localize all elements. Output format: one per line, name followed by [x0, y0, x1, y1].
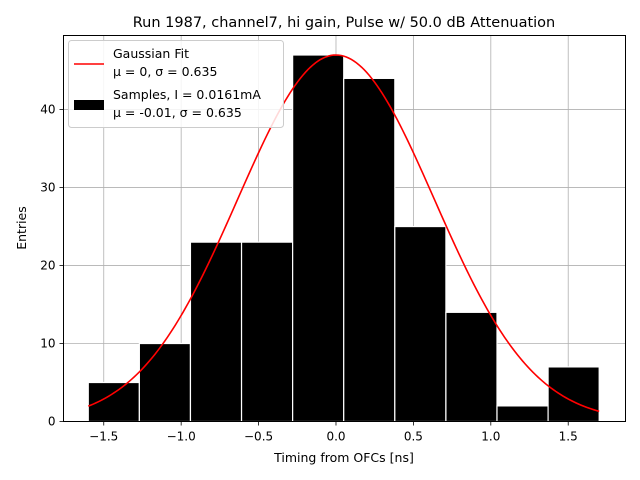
- y-tick-label: 10: [40, 337, 55, 351]
- x-tick-label: −1.0: [167, 430, 196, 444]
- histogram-bar: [445, 311, 498, 423]
- chart-title: Run 1987, channel7, hi gain, Pulse w/ 50…: [133, 15, 556, 31]
- legend-fit-label: Gaussian Fit: [113, 46, 189, 61]
- y-tick-label: 30: [40, 181, 55, 195]
- y-tick-label: 20: [40, 259, 55, 273]
- histogram-bar: [292, 54, 345, 423]
- x-tick-label: −0.5: [244, 430, 273, 444]
- y-tick-label: 0: [48, 415, 56, 429]
- plot-frame: [63, 35, 626, 422]
- y-tick-label: 40: [40, 103, 55, 117]
- histogram-bar: [496, 405, 549, 423]
- histogram-bar: [240, 241, 294, 423]
- x-axis-ticks: −1.5 −1.0 −0.5 0.0 0.5 1.0 1.5: [89, 421, 578, 444]
- y-axis-label: Entries: [14, 206, 29, 250]
- histogram-bar: [343, 77, 396, 423]
- histogram-bar: [394, 225, 447, 423]
- histogram-bar: [138, 342, 192, 423]
- gaussian-fit-curve: [87, 54, 600, 413]
- histogram-bar: [189, 241, 243, 423]
- histogram-bar: [547, 366, 600, 423]
- x-tick-label: 1.0: [481, 430, 500, 444]
- legend-samples-label: Samples, I = 0.0161mA: [113, 87, 261, 102]
- legend-box: [68, 40, 284, 128]
- x-axis-label: Timing from OFCs [ns]: [273, 450, 414, 465]
- histogram-bar: [87, 381, 140, 423]
- x-tick-label: 1.5: [559, 430, 578, 444]
- x-tick-label: −1.5: [89, 430, 118, 444]
- legend: Gaussian Fit μ = 0, σ = 0.635 Samples, I…: [68, 40, 284, 128]
- y-axis-ticks: 0 10 20 30 40: [40, 103, 64, 429]
- legend-fit-params: μ = 0, σ = 0.635: [113, 64, 217, 79]
- legend-samples-params: μ = -0.01, σ = 0.635: [113, 105, 242, 120]
- legend-samples-swatch: [74, 100, 104, 110]
- x-tick-label: 0.0: [326, 430, 345, 444]
- x-tick-label: 0.5: [404, 430, 423, 444]
